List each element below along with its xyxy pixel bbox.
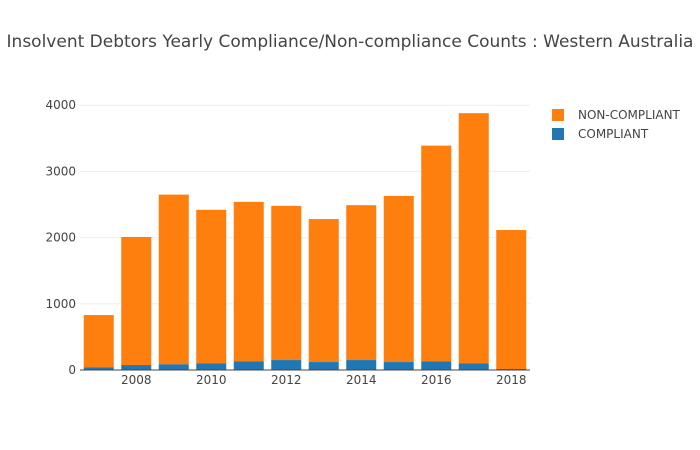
bar-non-compliant[interactable] (421, 145, 452, 362)
gridlines (80, 104, 530, 305)
bar-compliant[interactable] (421, 361, 452, 370)
bar-compliant[interactable] (383, 362, 414, 370)
y-tick-label: 2000 (45, 231, 76, 245)
x-tick-label: 2008 (121, 373, 152, 387)
bar-compliant[interactable] (121, 365, 152, 370)
bar-compliant[interactable] (158, 364, 189, 370)
y-tick-label: 3000 (45, 164, 76, 178)
bar-compliant[interactable] (196, 363, 227, 370)
bar-compliant[interactable] (308, 362, 339, 370)
bar-non-compliant[interactable] (196, 209, 227, 364)
x-tick-label: 2010 (196, 373, 227, 387)
bar-non-compliant[interactable] (158, 194, 189, 365)
legend[interactable]: NON-COMPLIANT COMPLIANT (552, 108, 681, 141)
bar-compliant[interactable] (271, 360, 302, 370)
bar-non-compliant[interactable] (346, 205, 377, 361)
bar-non-compliant[interactable] (383, 195, 414, 363)
legend-swatch (552, 109, 564, 121)
x-tick-label: 2016 (421, 373, 452, 387)
bar-non-compliant[interactable] (308, 219, 339, 363)
y-tick-label: 4000 (45, 98, 76, 112)
x-tick-label: 2012 (271, 373, 302, 387)
bar-non-compliant[interactable] (121, 236, 152, 366)
legend-item[interactable]: COMPLIANT (552, 127, 649, 141)
y-tick-label: 0 (68, 363, 76, 377)
legend-swatch (552, 128, 564, 140)
bars (83, 113, 527, 370)
x-tick-label: 2014 (346, 373, 377, 387)
bar-non-compliant[interactable] (83, 315, 114, 368)
bar-compliant[interactable] (458, 363, 489, 370)
x-axis-ticks: 2008 2010 2012 2014 2016 2018 (121, 373, 527, 387)
bar-compliant[interactable] (83, 367, 114, 370)
y-tick-label: 1000 (45, 297, 76, 311)
bar-non-compliant[interactable] (496, 230, 527, 370)
x-tick-label: 2018 (496, 373, 527, 387)
legend-label: NON-COMPLIANT (578, 108, 681, 122)
legend-item[interactable]: NON-COMPLIANT (552, 108, 681, 122)
legend-label: COMPLIANT (578, 127, 649, 141)
bar-non-compliant[interactable] (271, 205, 302, 361)
bar-compliant[interactable] (346, 360, 377, 370)
chart-title: Insolvent Debtors Yearly Compliance/Non-… (6, 32, 694, 52)
bar-compliant[interactable] (233, 361, 264, 370)
bar-non-compliant[interactable] (233, 201, 264, 362)
y-axis-ticks: 0 1000 2000 3000 4000 (45, 98, 76, 377)
bar-non-compliant[interactable] (458, 113, 489, 364)
